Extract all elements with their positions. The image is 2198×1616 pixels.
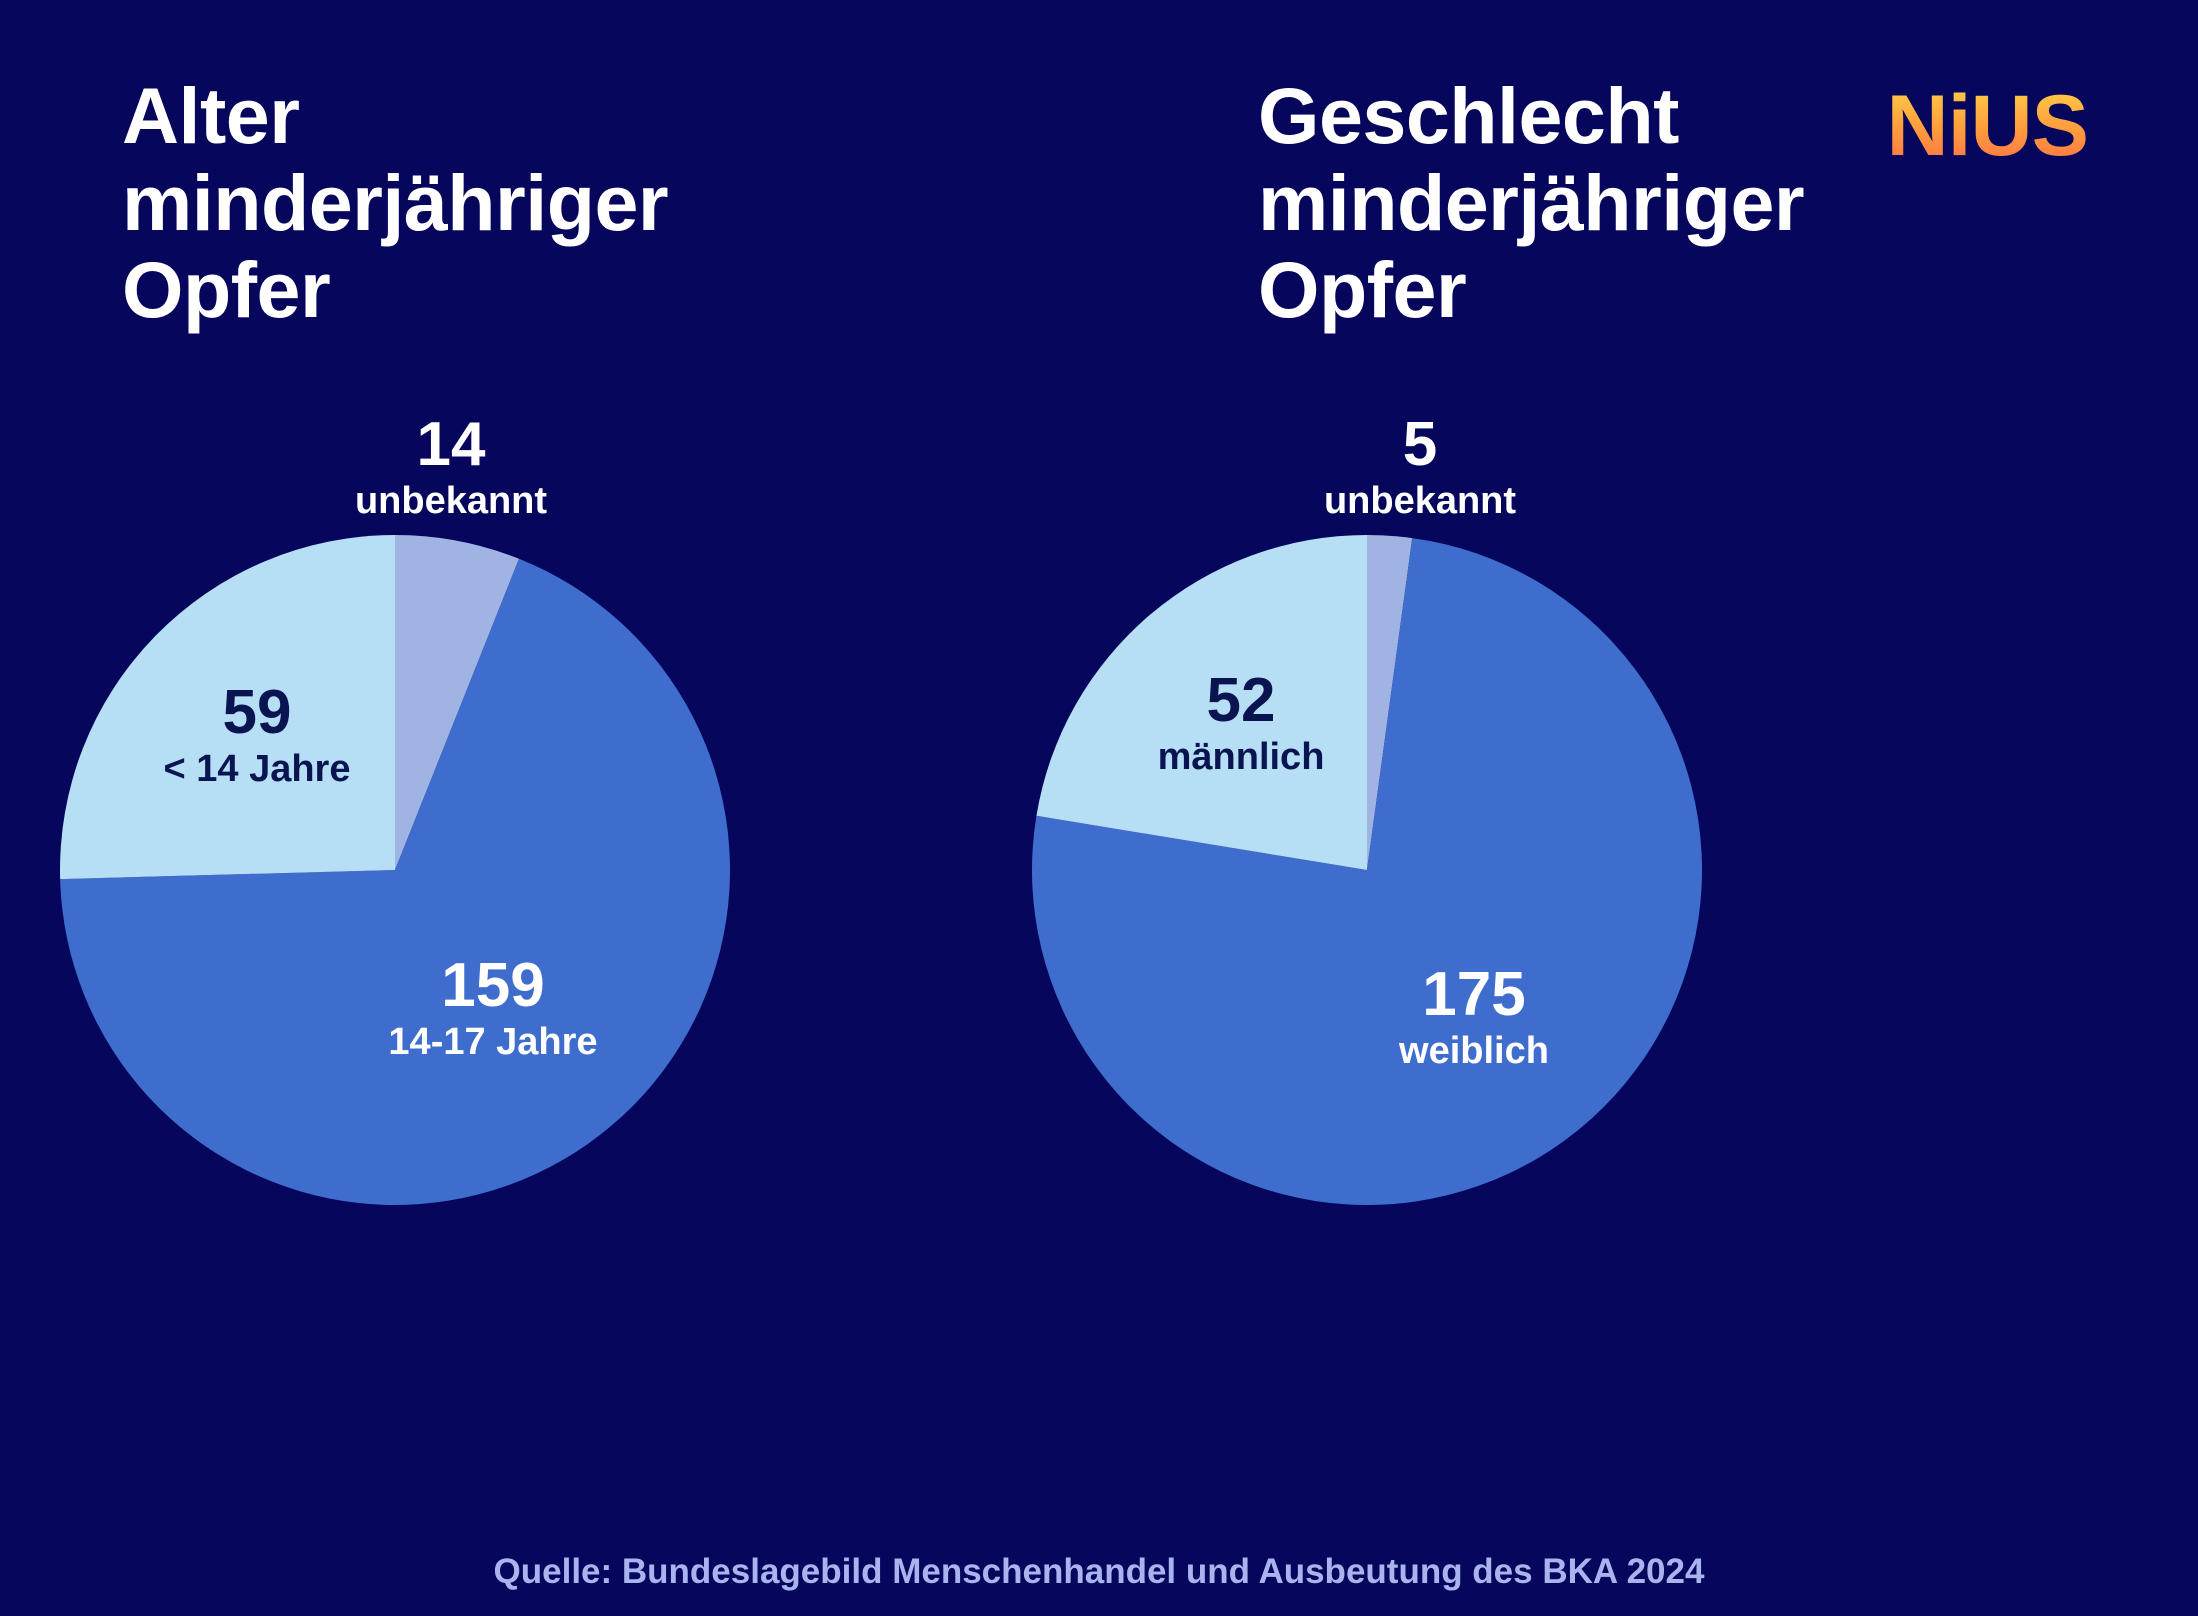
pie-slice-1: [60, 558, 730, 1205]
slice-value: 175: [1422, 960, 1526, 1029]
pie-chart-gender: [1032, 535, 1702, 1205]
slice-category: 14-17 Jahre: [388, 1021, 598, 1063]
slice-label-under-14: 59 < 14 Jahre: [164, 680, 351, 792]
slice-value: 59: [222, 678, 292, 747]
pie-slice-1: [1032, 538, 1702, 1205]
chart-title-line: Opfer: [122, 245, 331, 334]
chart-title-line: Geschlecht: [1258, 71, 1679, 160]
slice-category: weiblich: [1399, 1030, 1549, 1072]
slice-value: 5: [1402, 410, 1438, 479]
slice-value: 159: [441, 951, 545, 1020]
slice-value: 14: [416, 410, 486, 479]
chart-title-line: Alter: [122, 71, 300, 160]
nius-logo: NiUS: [1886, 78, 2089, 174]
chart-title-line: minderjähriger: [1258, 158, 1805, 247]
pie-slice-2: [1036, 535, 1367, 870]
pie-chart-age: [60, 535, 730, 1205]
slice-label-unknown-age: 14 unbekannt: [355, 412, 547, 524]
chart-title-line: minderjähriger: [122, 158, 669, 247]
chart-title-age: Alter minderjähriger Opfer: [122, 71, 669, 334]
slice-category: männlich: [1157, 736, 1325, 778]
slice-label-unknown-gender: 5 unbekannt: [1324, 412, 1516, 524]
pie-slice-0: [1367, 535, 1413, 870]
chart-title-gender: Geschlecht minderjähriger Opfer: [1258, 71, 1805, 334]
pie-slice-2: [60, 535, 395, 880]
slice-label-14-17: 159 14-17 Jahre: [388, 953, 597, 1065]
slice-category: unbekannt: [354, 480, 548, 522]
slice-category: < 14 Jahre: [163, 748, 351, 790]
slice-category: unbekannt: [1323, 480, 1517, 522]
slice-value: 52: [1206, 666, 1276, 735]
chart-title-line: Opfer: [1258, 245, 1467, 334]
source-note: Quelle: Bundeslagebild Menschenhandel un…: [493, 1552, 1705, 1591]
slice-label-male: 52 männlich: [1158, 668, 1325, 780]
pie-slice-0: [395, 535, 519, 870]
slice-label-female: 175 weiblich: [1399, 962, 1549, 1074]
